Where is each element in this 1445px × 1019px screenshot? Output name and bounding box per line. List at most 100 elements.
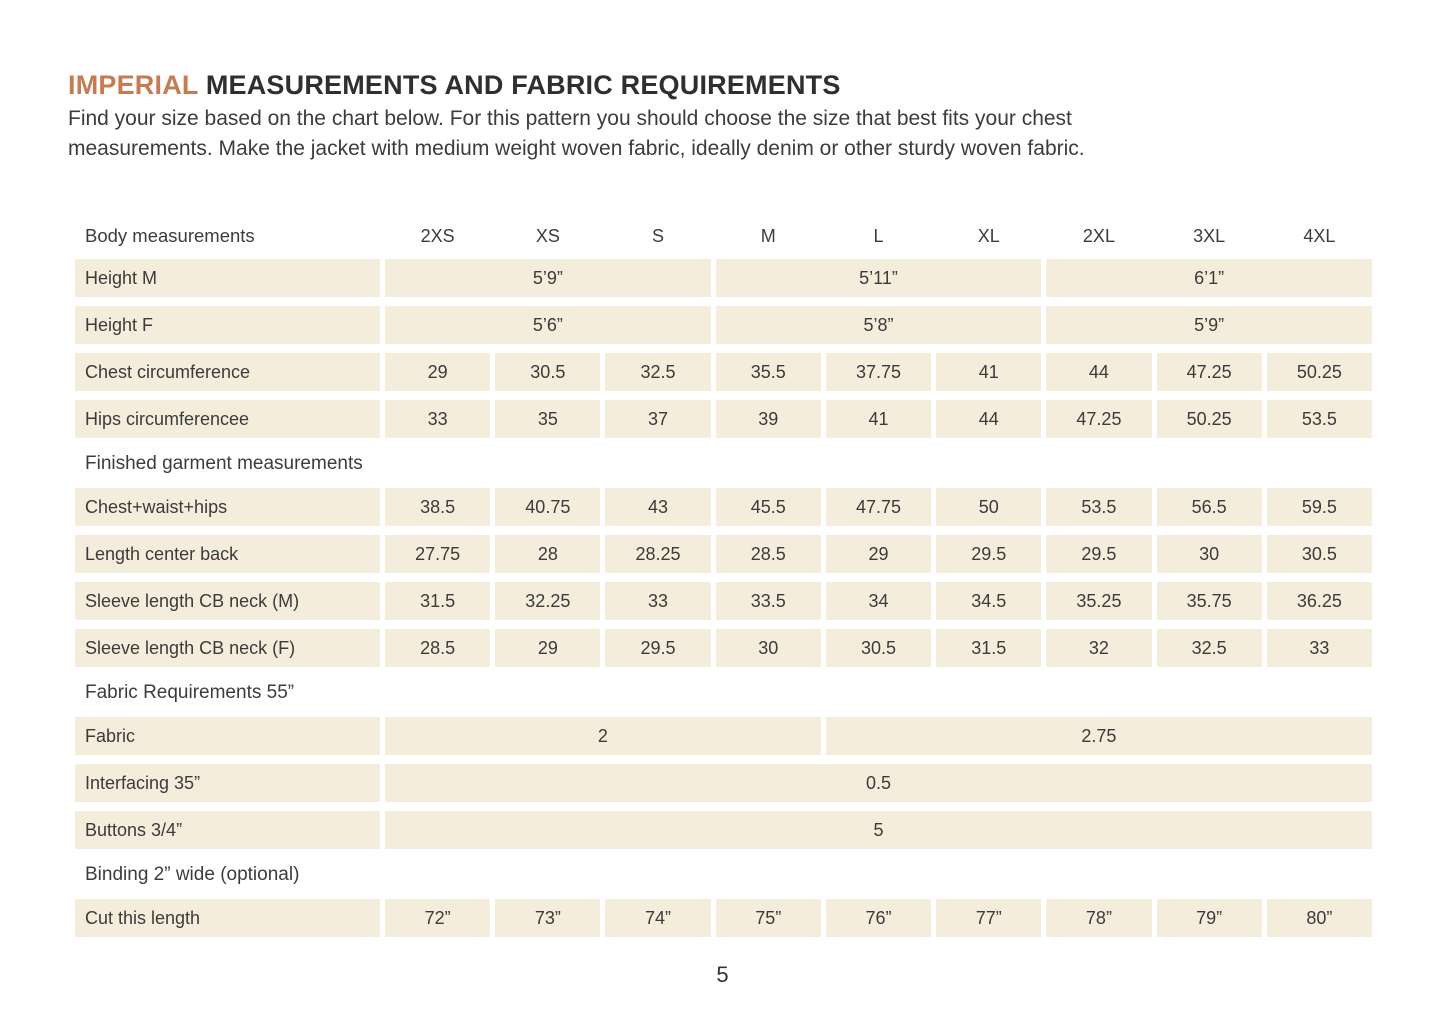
- table-cell: 50.25: [1156, 400, 1262, 438]
- table-cell: 28.5: [385, 629, 491, 667]
- table-cell: 29.5: [1046, 535, 1152, 573]
- table-row: Cut this length 72” 73” 74” 75” 76” 77” 78” 79” 8…: [75, 899, 1372, 937]
- title-highlight: IMPERIAL: [68, 70, 199, 100]
- section-header: Finished garment measurements: [85, 453, 363, 474]
- size-chart-table: Body measurements 2XS XS S M L XL 2XL 3XL 4XL He…: [75, 220, 1372, 946]
- table-cell: 59.5: [1266, 488, 1372, 526]
- row-label: Interfacing 35”: [75, 764, 380, 802]
- table-cell: 31.5: [936, 629, 1042, 667]
- table-cell: 73”: [495, 899, 601, 937]
- column-header-size: 4XL: [1303, 225, 1336, 246]
- table-cell: 2: [385, 717, 821, 755]
- table-cell: 30.5: [495, 353, 601, 391]
- section-header: Fabric Requirements 55”: [85, 682, 295, 703]
- table-header-row: Body measurements 2XS XS S M L XL 2XL 3XL 4XL: [75, 220, 1372, 252]
- table-cell: 79”: [1156, 899, 1262, 937]
- table-cell: 30: [715, 629, 821, 667]
- table-cell: 5’8”: [715, 306, 1042, 344]
- table-cell: 5’11”: [715, 259, 1042, 297]
- table-cell: 43: [605, 488, 711, 526]
- table-row: Sleeve length CB neck (M) 31.5 32.25 33 33.5…: [75, 582, 1372, 620]
- table-cell: 75”: [715, 899, 821, 937]
- table-cell: 47.25: [1156, 353, 1262, 391]
- intro-line-1: Find your size based on the chart below.…: [68, 107, 1072, 130]
- row-label: Length center back: [75, 535, 380, 573]
- table-cell: 47.75: [825, 488, 932, 526]
- table-cell: 40.75: [495, 488, 601, 526]
- table-cell: 72”: [385, 899, 491, 937]
- row-label: Height F: [75, 306, 380, 344]
- row-label: Height M: [75, 259, 380, 297]
- table-row: Height F 5’6” 5’8” 5’9”: [75, 306, 1372, 344]
- table-cell: 77”: [936, 899, 1042, 937]
- table-cell: 35.25: [1046, 582, 1152, 620]
- table-cell: 28.5: [715, 535, 821, 573]
- page-title: IMPERIAL MEASUREMENTS AND FABRIC REQUIRE…: [68, 70, 841, 101]
- table-cell: 29: [825, 535, 932, 573]
- row-label: Hips circumferencee: [75, 400, 380, 438]
- table-cell: 5’6”: [385, 306, 711, 344]
- intro-paragraph: Find your size based on the chart below.…: [68, 104, 1085, 164]
- table-cell: 80”: [1266, 899, 1372, 937]
- table-cell: 5’9”: [385, 259, 711, 297]
- table-cell: 53.5: [1046, 488, 1152, 526]
- row-label: Cut this length: [75, 899, 380, 937]
- table-cell: 5’9”: [1046, 306, 1372, 344]
- table-cell: 32.5: [605, 353, 711, 391]
- row-label: Sleeve length CB neck (F): [75, 629, 380, 667]
- table-cell: 29.5: [936, 535, 1042, 573]
- page-number: 5: [716, 962, 729, 987]
- table-cell: 29.5: [605, 629, 711, 667]
- column-header-size: 2XS: [420, 225, 455, 246]
- table-cell: 30.5: [825, 629, 932, 667]
- table-cell: 32: [1046, 629, 1152, 667]
- table-cell: 32.25: [495, 582, 601, 620]
- column-header-size: 2XL: [1082, 225, 1115, 246]
- table-cell: 5: [385, 811, 1372, 849]
- column-header-size: L: [873, 225, 884, 246]
- table-row: Hips circumferencee 33 35 37 39 41 44 47.25 50.2…: [75, 400, 1372, 438]
- table-cell: 6’1”: [1046, 259, 1372, 297]
- table-row: Height M 5’9” 5’11” 6’1”: [75, 259, 1372, 297]
- table-row: Length center back 27.75 28 28.25 28.5 29 29.5…: [75, 535, 1372, 573]
- table-cell: 41: [936, 353, 1042, 391]
- table-cell: 41: [825, 400, 932, 438]
- table-cell: 30.5: [1266, 535, 1372, 573]
- column-header-size: XS: [535, 225, 560, 246]
- column-header-size: M: [760, 225, 776, 246]
- table-row: Fabric 2 2.75: [75, 717, 1372, 755]
- table-cell: 36.25: [1266, 582, 1372, 620]
- column-header-size: S: [652, 225, 665, 246]
- title-rest: MEASUREMENTS AND FABRIC REQUIREMENTS: [198, 70, 841, 100]
- row-label: Fabric: [75, 717, 380, 755]
- table-row: Chest+waist+hips 38.5 40.75 43 45.5 47.75 50 53…: [75, 488, 1372, 526]
- table-cell: 78”: [1046, 899, 1152, 937]
- column-header-body-measurements: Body measurements: [85, 225, 255, 246]
- table-cell: 39: [715, 400, 821, 438]
- table-cell: 37.75: [825, 353, 932, 391]
- table-cell: 44: [1046, 353, 1152, 391]
- table-cell: 2.75: [825, 717, 1372, 755]
- table-cell: 33.5: [715, 582, 821, 620]
- row-label: Sleeve length CB neck (M): [75, 582, 380, 620]
- table-row: Sleeve length CB neck (F) 28.5 29 29.5 30 30.…: [75, 629, 1372, 667]
- table-cell: 33: [605, 582, 711, 620]
- row-label: Chest+waist+hips: [75, 488, 380, 526]
- table-cell: 35.75: [1156, 582, 1262, 620]
- column-header-size: 3XL: [1193, 225, 1226, 246]
- table-cell: 38.5: [385, 488, 491, 526]
- table-cell: 35: [495, 400, 601, 438]
- table-cell: 30: [1156, 535, 1262, 573]
- table-cell: 50.25: [1266, 353, 1372, 391]
- table-cell: 44: [936, 400, 1042, 438]
- row-label: Buttons 3/4”: [75, 811, 380, 849]
- table-cell: 34.5: [936, 582, 1042, 620]
- table-cell: 28.25: [605, 535, 711, 573]
- section-header: Binding 2” wide (optional): [85, 864, 300, 885]
- table-cell: 76”: [825, 899, 932, 937]
- table-cell: 45.5: [715, 488, 821, 526]
- table-cell: 28: [495, 535, 601, 573]
- table-cell: 29: [495, 629, 601, 667]
- table-row: Interfacing 35” 0.5: [75, 764, 1372, 802]
